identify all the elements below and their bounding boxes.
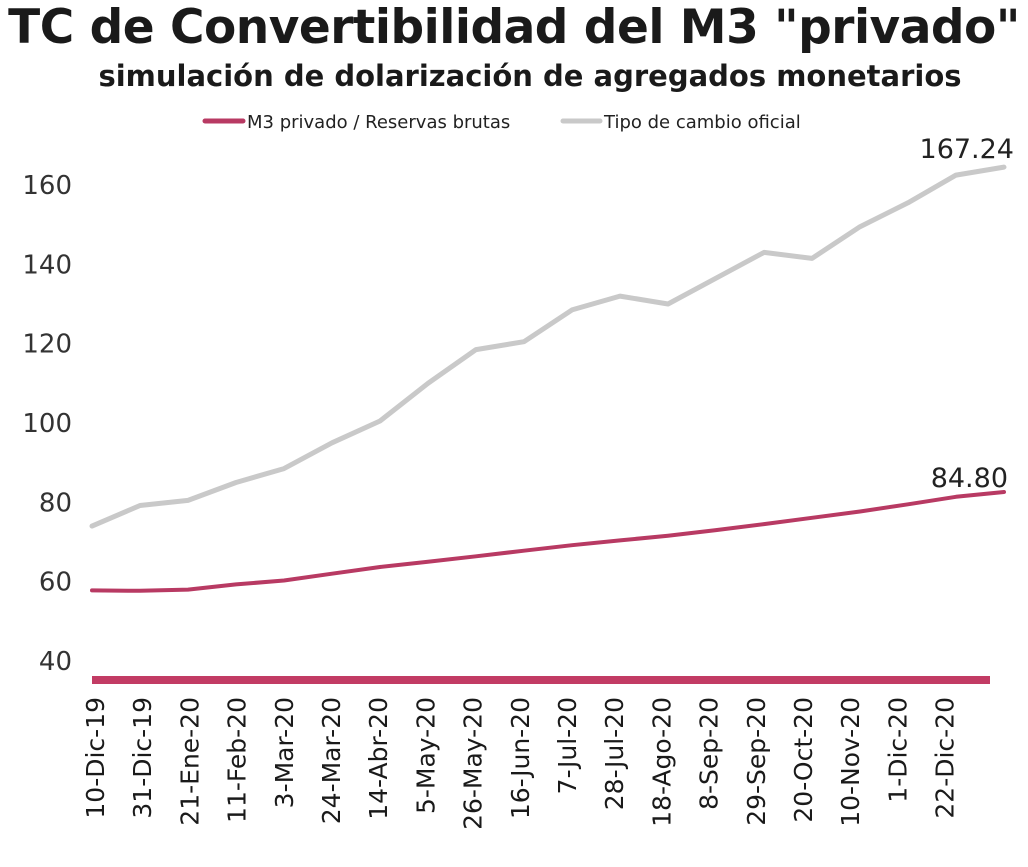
x-tick-label: 21-Ene-20 (175, 697, 204, 826)
series-group (89, 164, 1007, 593)
y-tick-label: 100 (22, 409, 72, 439)
x-tick-label: 3-Mar-20 (270, 697, 299, 808)
y-tick-label: 120 (22, 330, 72, 360)
x-tick-label: 20-Oct-20 (789, 697, 818, 823)
x-tick-label: 29-Sep-20 (742, 697, 771, 826)
end-label-m3: 84.80 (931, 463, 1008, 494)
y-axis: 40 60 80 100 120 140 160 (22, 171, 72, 677)
legend-label-m3: M3 privado / Reservas brutas (247, 112, 510, 133)
y-tick-label: 60 (39, 568, 72, 598)
chart-title: TC de Convertibilidad del M3 "privado" (8, 0, 1020, 55)
y-tick-label: 160 (22, 171, 72, 201)
legend: M3 privado / Reservas brutas Tipo de cam… (202, 112, 801, 133)
legend-label-tipo-cambio: Tipo de cambio oficial (603, 112, 801, 133)
series-line-tipo-cambio (89, 164, 1007, 529)
x-tick-label: 28-Jul-20 (600, 697, 629, 810)
x-tick-label: 1-Dic-20 (883, 697, 912, 803)
x-axis: 10-Dic-19 31-Dic-19 21-Ene-20 11-Feb-20 3-Ma… (81, 697, 960, 830)
x-tick-label: 18-Ago-20 (647, 697, 676, 827)
chart-subtitle: simulación de dolarización de agregados … (98, 59, 962, 93)
x-tick-label: 24-Mar-20 (317, 697, 346, 824)
x-tick-label: 16-Jun-20 (506, 697, 535, 819)
x-tick-label: 14-Abr-20 (364, 697, 393, 820)
x-tick-label: 7-Jul-20 (553, 697, 582, 794)
x-tick-label: 10-Dic-19 (81, 697, 110, 819)
y-tick-label: 140 (22, 250, 72, 280)
end-label-tipo-cambio: 167.24 (920, 134, 1014, 165)
x-tick-label: 26-May-20 (459, 697, 488, 830)
x-tick-label: 10-Nov-20 (836, 697, 865, 827)
y-tick-label: 80 (39, 488, 72, 518)
x-tick-label: 22-Dic-20 (931, 697, 960, 819)
y-tick-label: 40 (39, 647, 72, 677)
x-tick-label: 5-May-20 (411, 697, 440, 814)
series-line-m3 (90, 490, 1006, 593)
x-tick-label: 8-Sep-20 (695, 697, 724, 810)
x-tick-label: 31-Dic-19 (128, 697, 157, 819)
x-tick-label: 11-Feb-20 (223, 697, 252, 823)
